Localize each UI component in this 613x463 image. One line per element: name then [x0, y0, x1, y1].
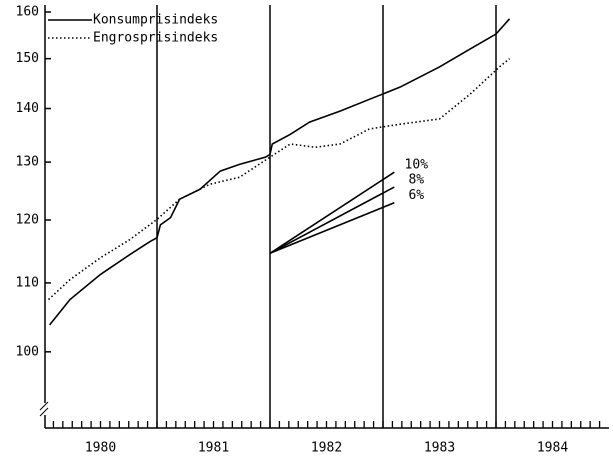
y-tick-label: 140 [16, 101, 39, 116]
y-tick-label: 160 [16, 5, 39, 20]
projection-line [269, 186, 395, 254]
x-tick-label: 1984 [537, 441, 568, 456]
projection-line [269, 201, 395, 255]
projection-line [269, 171, 395, 254]
projection-label: 6% [408, 188, 424, 203]
y-tick-label: 130 [16, 155, 39, 170]
x-tick-label: 1982 [311, 441, 342, 456]
y-tick-label: 110 [16, 275, 39, 290]
projection-label: 8% [408, 173, 424, 188]
y-tick-label: 150 [16, 51, 39, 66]
x-tick-label: 1980 [85, 441, 116, 456]
legend-label: Engrosprisindeks [93, 31, 218, 46]
series-line [49, 18, 511, 326]
y-tick-label: 120 [16, 213, 39, 228]
axis-break [39, 401, 50, 417]
projection-label: 10% [405, 158, 429, 173]
legend-label: Konsumprisindeks [93, 13, 218, 28]
x-tick-label: 1983 [424, 441, 455, 456]
x-tick-label: 1981 [198, 441, 229, 456]
y-tick-label: 100 [16, 344, 39, 359]
